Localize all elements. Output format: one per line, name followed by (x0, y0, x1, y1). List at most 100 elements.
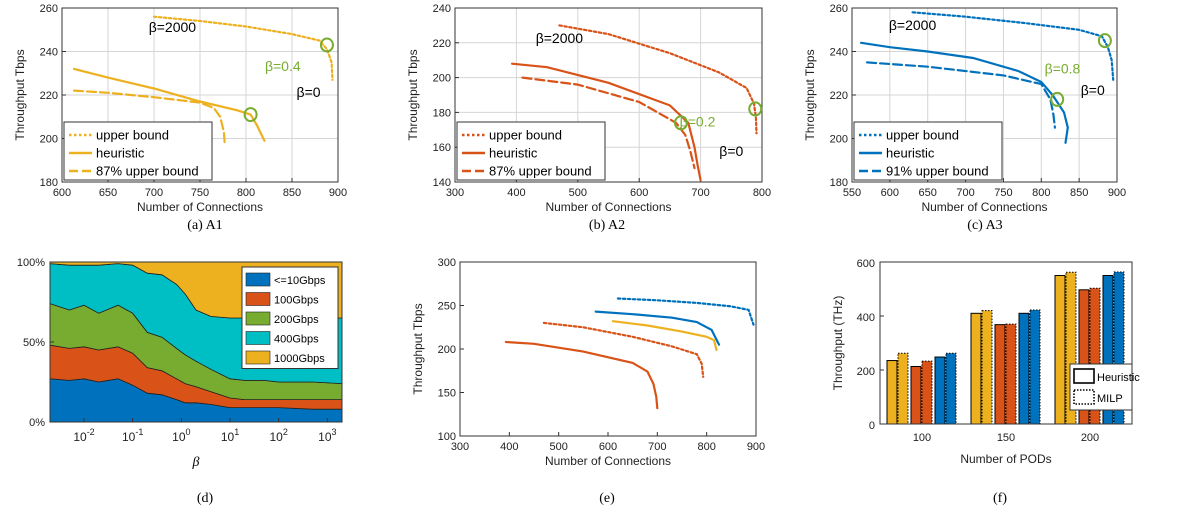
y-tick-label: 0 (869, 420, 875, 432)
bar-a3-milp-100 (945, 352, 957, 425)
series-line-upper-bound (152, 15, 334, 81)
legend-label: heuristic (96, 146, 145, 161)
y-tick-label: 50% (23, 337, 45, 349)
bar-a3-heuristic-100 (934, 356, 946, 425)
y-tick-label: 220 (830, 90, 848, 102)
legend-label: MILP (1097, 393, 1123, 405)
legend-label: 400Gbps (274, 334, 319, 346)
beta-annotation: β=0.4 (265, 58, 301, 74)
bar-a1-milp-150 (981, 310, 993, 425)
series-line-87-upper-bound (72, 89, 226, 147)
x-tick-label: 600 (53, 187, 71, 199)
legend-swatch (1073, 368, 1095, 384)
x-tick-label: 150 (997, 432, 1015, 444)
x-tick-label: 100 (913, 432, 931, 444)
series-line-heuristic (511, 62, 702, 182)
highlight-circle (748, 101, 763, 117)
panel-b-line-chart: 300 400 500 600 700 800 140 160 180 200 220 240 Numb… (406, 3, 771, 233)
bar-a3-heuristic-150 (1018, 312, 1030, 425)
legend-label: heuristic (886, 146, 935, 161)
x-tick-label: 850 (283, 187, 301, 199)
y-tick-label: 200 (433, 73, 451, 85)
beta-annotation: β=0 (297, 84, 321, 100)
bar-a3-milp-150 (1029, 309, 1041, 425)
highlight-circle (1050, 91, 1065, 107)
y-tick-label: 160 (433, 142, 451, 154)
series-line-91-upper-bound (866, 61, 1056, 129)
y-tick-label: 180 (433, 107, 451, 119)
x-tick-label: 800 (697, 441, 715, 453)
y-tick-label: 240 (40, 47, 58, 59)
x-tick-label: 500 (569, 187, 587, 199)
y-tick-label: 100% (17, 257, 45, 269)
x-tick-label: 500 (549, 441, 567, 453)
bar-a1-milp-100 (897, 352, 909, 425)
x-tick-label: 10-1 (122, 427, 143, 444)
beta-annotation: β=0.8 (1045, 60, 1081, 76)
series-line-upper-bound (911, 11, 1115, 81)
y-tick-label: 600 (857, 258, 875, 270)
legend-label: Heuristic (1097, 372, 1140, 384)
legend-label: <=10Gbps (274, 275, 326, 287)
x-tick-label: 200 (1081, 432, 1099, 444)
y-tick-label: 220 (433, 38, 451, 50)
x-tick-label: 700 (145, 187, 163, 199)
y-tick-label: 0% (29, 417, 45, 429)
x-tick-label: 101 (221, 427, 239, 444)
y-tick-label: 150 (438, 388, 456, 400)
bar-a1-heuristic-200 (1054, 275, 1066, 425)
bar-a2-heuristic-150 (994, 324, 1006, 425)
plot-frame (879, 261, 1133, 425)
panel-caption: (d) (197, 491, 214, 506)
x-tick-label: 102 (269, 427, 287, 444)
x-tick-label: 400 (500, 441, 518, 453)
x-tick-label: 900 (1108, 187, 1126, 199)
panel-a-line-chart: 600 650 700 750 800 850 900 180 200 220 240 260 Numb… (13, 3, 347, 233)
panel-caption: (b) A2 (589, 218, 625, 233)
panel-e-line-chart: 300 400 500 600 700 800 900 100 150 200 250 300 Numb… (411, 257, 765, 506)
x-tick-label: 900 (329, 187, 347, 199)
x-tick-label: 800 (753, 187, 771, 199)
y-axis-label: Throughput Tbps (406, 49, 420, 140)
y-axis-label: Throughput Tbps (803, 49, 817, 140)
series-line-heuristic (860, 41, 1069, 144)
legend-label: upper bound (489, 128, 562, 143)
highlight-circle (319, 37, 334, 53)
y-tick-label: 240 (830, 47, 848, 59)
legend-label: 91% upper bound (886, 164, 989, 179)
y-tick-label: 200 (40, 134, 58, 146)
x-tick-label: 600 (630, 187, 648, 199)
plot-frame (454, 7, 763, 183)
x-tick-label: 400 (507, 187, 525, 199)
legend-swatch (245, 311, 271, 326)
y-tick-label: 180 (830, 177, 848, 189)
legend-swatch (245, 292, 271, 306)
x-axis-label: Number of Connections (545, 200, 671, 214)
beta-annotation: β=0.2 (680, 113, 716, 129)
x-axis-label: Number of Connections (545, 454, 671, 468)
y-axis-label: Throughput Tbps (411, 303, 425, 394)
beta-annotation: β=2000 (889, 17, 937, 33)
y-tick-label: 200 (830, 134, 848, 146)
x-tick-label: 10-2 (73, 427, 94, 444)
x-tick-label: 700 (956, 187, 974, 199)
bar-a2-milp-100 (921, 360, 933, 425)
x-axis-label: Number of PODs (960, 452, 1051, 466)
y-tick-label: 260 (40, 3, 58, 15)
x-axis-label: Number of Connections (137, 200, 263, 214)
legend-label: 87% upper bound (489, 164, 592, 179)
beta-annotation: β=0 (719, 143, 743, 159)
series-line-dotted-0 (616, 297, 755, 326)
legend-label: 1000Gbps (274, 353, 325, 365)
y-tick-label: 200 (438, 344, 456, 356)
legend-label: upper bound (886, 128, 959, 143)
series-line-solid-1 (594, 310, 721, 346)
x-tick-label: 700 (691, 187, 709, 199)
series-line-87-upper-bound (521, 76, 696, 170)
beta-annotation: β=0 (1081, 82, 1105, 98)
x-tick-label: 103 (318, 427, 336, 444)
x-tick-label: 100 (172, 427, 190, 444)
y-tick-label: 140 (433, 177, 451, 189)
series-line-solid-2 (611, 320, 718, 351)
